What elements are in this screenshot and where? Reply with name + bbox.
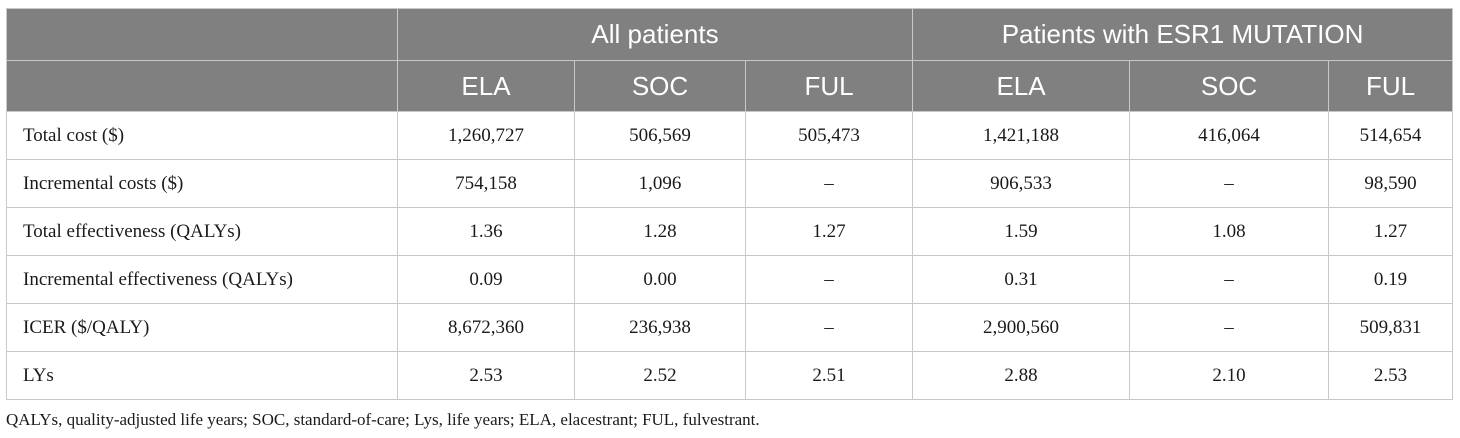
table-cell: 505,473 xyxy=(744,111,914,160)
results-table: All patients Patients with ESR1 MUTATION… xyxy=(6,8,1454,400)
table-cell: 0.00 xyxy=(574,255,746,304)
row-label: Total effectiveness (QALYs) xyxy=(6,207,398,256)
header-corner-cell xyxy=(6,8,398,61)
group-header-all-patients: All patients xyxy=(396,8,914,61)
table-cell: 1.27 xyxy=(744,207,914,256)
table-row-total-effectiveness: Total effectiveness (QALYs) 1.36 1.28 1.… xyxy=(6,207,1454,256)
table-cell: – xyxy=(1129,303,1330,352)
table-cell: 1,096 xyxy=(574,159,746,208)
row-label: LYs xyxy=(6,351,398,400)
table-cell: 98,590 xyxy=(1328,159,1454,208)
table-cell: 506,569 xyxy=(574,111,746,160)
table-cell: 1.59 xyxy=(912,207,1131,256)
table-footnote: QALYs, quality-adjusted life years; SOC,… xyxy=(6,410,760,429)
table-cell: 1,260,727 xyxy=(397,111,575,160)
table-cell: – xyxy=(744,255,914,304)
table-cell: 0.19 xyxy=(1328,255,1454,304)
table-cell: 1.08 xyxy=(1129,207,1330,256)
group-header-esr1-mutation: Patients with ESR1 MUTATION xyxy=(912,8,1454,61)
table-cell: 1.28 xyxy=(574,207,746,256)
table-cell: – xyxy=(1129,159,1330,208)
table-cell: 1.27 xyxy=(1328,207,1454,256)
table-cell: 0.31 xyxy=(912,255,1131,304)
table-cell: 754,158 xyxy=(397,159,575,208)
table-cell: 2.51 xyxy=(744,351,914,400)
table-cell: – xyxy=(1129,255,1330,304)
table-cell: 0.09 xyxy=(397,255,575,304)
sub-header-all-soc: SOC xyxy=(574,60,746,112)
table-row-total-cost: Total cost ($) 1,260,727 506,569 505,473… xyxy=(6,111,1454,160)
table-cell: 509,831 xyxy=(1328,303,1454,352)
table-cell: 1.36 xyxy=(397,207,575,256)
sub-header-row: ELA SOC FUL ELA SOC FUL xyxy=(6,60,1454,112)
table-header: All patients Patients with ESR1 MUTATION… xyxy=(6,8,1454,112)
table-cell: 2,900,560 xyxy=(912,303,1131,352)
table-cell: 2.10 xyxy=(1129,351,1330,400)
sub-header-esr1-ful: FUL xyxy=(1328,60,1454,112)
row-label: Incremental costs ($) xyxy=(6,159,398,208)
table-cell: 2.53 xyxy=(1328,351,1454,400)
sub-header-label-column xyxy=(6,60,398,112)
sub-header-all-ful: FUL xyxy=(744,60,914,112)
table-body: Total cost ($) 1,260,727 506,569 505,473… xyxy=(6,111,1454,400)
table-row-icer: ICER ($/QALY) 8,672,360 236,938 – 2,900,… xyxy=(6,303,1454,352)
sub-header-esr1-soc: SOC xyxy=(1129,60,1330,112)
row-label: Incremental effectiveness (QALYs) xyxy=(6,255,398,304)
table-cell: 8,672,360 xyxy=(397,303,575,352)
table-cell: 906,533 xyxy=(912,159,1131,208)
table-row-incremental-effectiveness: Incremental effectiveness (QALYs) 0.09 0… xyxy=(6,255,1454,304)
row-label: ICER ($/QALY) xyxy=(6,303,398,352)
table-cell: 2.88 xyxy=(912,351,1131,400)
row-label: Total cost ($) xyxy=(6,111,398,160)
table-cell: 514,654 xyxy=(1328,111,1454,160)
table-cell: 236,938 xyxy=(574,303,746,352)
table-row-incremental-costs: Incremental costs ($) 754,158 1,096 – 90… xyxy=(6,159,1454,208)
table-cell: – xyxy=(744,159,914,208)
sub-header-all-ela: ELA xyxy=(397,60,575,112)
table-cell: 2.52 xyxy=(574,351,746,400)
table-row-lys: LYs 2.53 2.52 2.51 2.88 2.10 2.53 xyxy=(6,351,1454,400)
table-cell: 2.53 xyxy=(397,351,575,400)
sub-header-esr1-ela: ELA xyxy=(912,60,1131,112)
table-cell: 1,421,188 xyxy=(912,111,1131,160)
table-cell: 416,064 xyxy=(1129,111,1330,160)
table-cell: – xyxy=(744,303,914,352)
group-header-row: All patients Patients with ESR1 MUTATION xyxy=(6,8,1454,61)
